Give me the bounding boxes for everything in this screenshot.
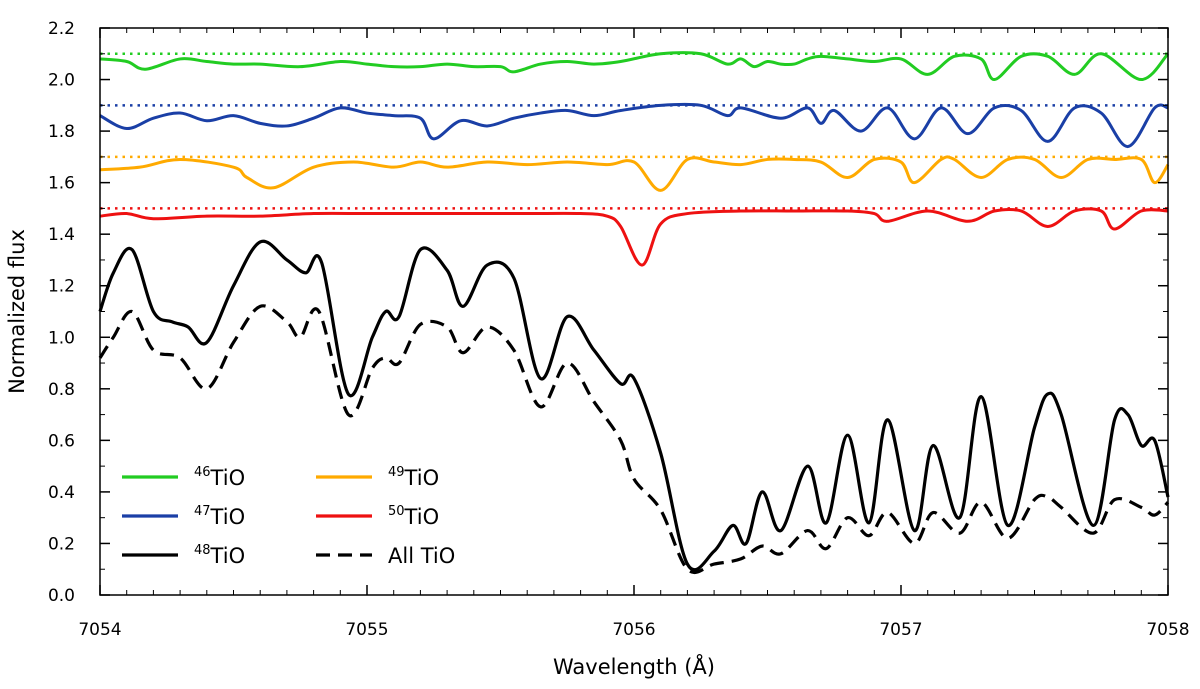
legend-label-48tio: 48TiO — [194, 543, 245, 568]
plot-frame — [99, 27, 1169, 596]
x-axis-title: Wavelength (Å) — [553, 653, 715, 679]
x-tick-label: 7055 — [345, 620, 388, 640]
series-line-47tio — [99, 102, 1169, 149]
x-tick-label: 7054 — [78, 620, 121, 640]
continuum-reference-lines — [100, 52, 1168, 210]
y-tick-label: 1.4 — [48, 225, 75, 245]
y-tick-label: 2.0 — [48, 71, 75, 91]
series-line-49tio — [99, 155, 1170, 192]
y-tick-label: 0.6 — [48, 431, 75, 451]
x-tick-label: 7058 — [1146, 620, 1189, 640]
y-axis-title: Normalized flux — [5, 229, 29, 394]
axis-tick-labels: 7054 7055 7056 7057 7058 0.0 0.2 0.4 0.6 0.8 1.0 1.… — [48, 19, 1190, 640]
y-tick-label: 1.2 — [48, 277, 75, 297]
legend-label-46tio: 46TiO — [194, 465, 245, 490]
series-line-46tio — [99, 51, 1170, 82]
legend-label-47tio: 47TiO — [194, 504, 245, 529]
y-tick-label: 0.8 — [48, 380, 75, 400]
series-line-all-tio — [98, 304, 1170, 575]
legend: 46TiO 47TiO 48TiO 49TiO 50TiO All TiO — [122, 465, 455, 568]
y-tick-label: 0.0 — [48, 586, 75, 606]
legend-label-49tio: 49TiO — [388, 465, 439, 490]
y-tick-label: 1.0 — [48, 328, 75, 348]
series-line-50tio — [99, 207, 1169, 267]
series-layer — [98, 51, 1170, 575]
x-tick-label: 7056 — [612, 620, 655, 640]
y-tick-label: 0.4 — [48, 483, 75, 503]
y-tick-label: 0.2 — [48, 534, 75, 554]
x-tick-label: 7057 — [879, 620, 922, 640]
y-tick-label: 1.8 — [48, 122, 75, 142]
legend-label-all-tio: All TiO — [388, 544, 455, 568]
axis-ticks — [99, 27, 1169, 596]
y-tick-label: 1.6 — [48, 174, 75, 194]
legend-label-50tio: 50TiO — [388, 504, 439, 529]
series-line-48tio — [98, 239, 1170, 572]
y-tick-label: 2.2 — [48, 19, 75, 39]
